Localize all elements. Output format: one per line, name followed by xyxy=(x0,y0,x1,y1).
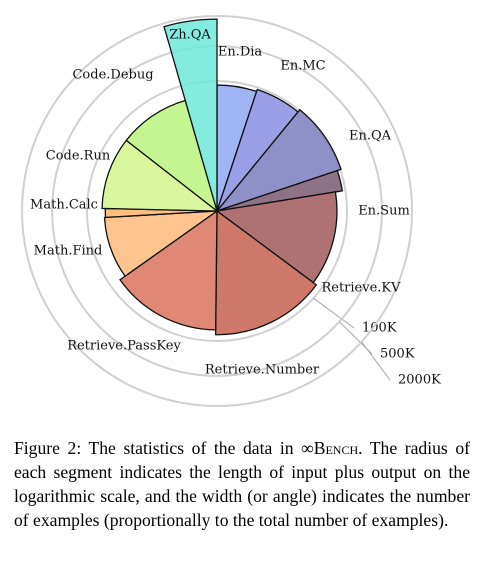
category-label: Retrieve.PassKey xyxy=(67,339,181,354)
category-label: En.Sum xyxy=(358,204,410,219)
ring xyxy=(21,15,413,407)
segment xyxy=(215,108,342,213)
caption: Figure 2: The statistics of the data in … xyxy=(14,436,470,532)
segment xyxy=(103,210,220,278)
segment xyxy=(214,209,318,336)
category-label: Zh.QA xyxy=(169,28,211,43)
r-tick-label: 100K xyxy=(362,321,397,336)
caption-text: Figure 2: The statistics of the data in xyxy=(14,438,302,458)
segment xyxy=(216,169,344,212)
tick-leader xyxy=(361,341,391,381)
caption-text: . The radius of each segment indicates t… xyxy=(14,438,471,530)
chart: 100K 500K 2000K En.Dia En.MC En.QA En.Sum Retri… xyxy=(21,15,441,407)
category-label: Retrieve.KV xyxy=(321,281,401,296)
segment xyxy=(101,139,219,212)
r-tick-label: 2000K xyxy=(398,373,441,388)
tick-leader xyxy=(313,297,355,329)
segment xyxy=(119,209,218,331)
segment xyxy=(125,99,219,213)
category-label: Code.Run xyxy=(46,149,111,164)
category-label: En.MC xyxy=(280,59,325,74)
category-label: Code.Debug xyxy=(72,68,153,83)
category-label: En.Dia xyxy=(218,45,263,60)
caption-name: ∞Bench xyxy=(301,438,359,458)
category-label: Math.Find xyxy=(34,244,103,259)
segment xyxy=(215,191,338,284)
r-tick-label: 500K xyxy=(380,347,415,362)
category-label: En.QA xyxy=(349,129,392,144)
segment xyxy=(163,18,218,212)
category-label: Math.Calc xyxy=(30,198,98,213)
category-label: Retrieve.Number xyxy=(205,363,320,378)
